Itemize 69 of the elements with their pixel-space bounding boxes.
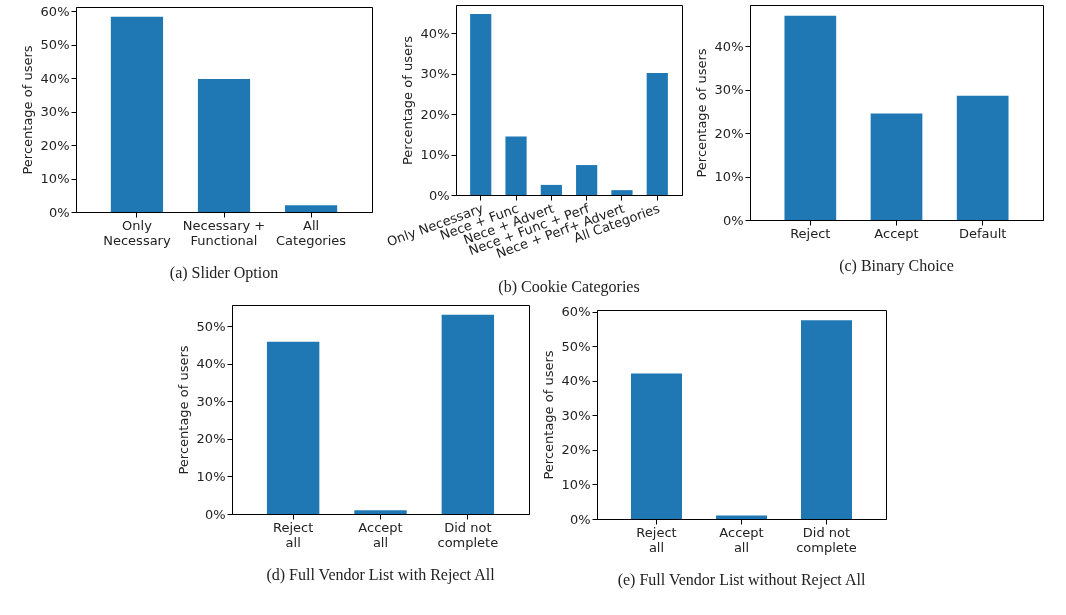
y-axis-title: Percentage of users [693, 48, 709, 178]
y-tick-label: 30% [196, 393, 226, 409]
y-tick-label: 40% [420, 25, 449, 41]
text: (c) Binary Choice [838, 257, 954, 275]
bar [354, 510, 407, 514]
y-tick-label: 0% [428, 187, 449, 203]
y-axis-title: Percentage of users [175, 345, 191, 475]
y-tick-label: 10% [420, 147, 449, 163]
bar [441, 314, 495, 514]
y-tick-label: 20% [420, 106, 449, 122]
bar [266, 341, 320, 514]
y-tick-label: 10% [714, 169, 743, 185]
x-tick-label: Accept [873, 225, 919, 241]
text: (b) Cookie Categories [497, 277, 640, 296]
bar [631, 373, 682, 519]
y-axis-title: Percentage of users [540, 350, 556, 480]
y-tick-label: 30% [420, 66, 449, 82]
y-tick-label: 20% [196, 431, 226, 447]
y-tick-label: 10% [561, 476, 591, 492]
bar [783, 15, 836, 220]
x-tick-label: Accept all [719, 524, 764, 555]
y-tick-label: 20% [561, 442, 591, 458]
bar [646, 72, 668, 195]
y-tick-label: 0% [204, 506, 226, 522]
y-tick-label: 0% [48, 204, 69, 220]
y-tick-label: 20% [40, 137, 69, 153]
bar [956, 95, 1009, 220]
y-tick-label: 40% [196, 356, 226, 372]
y-tick-label: 50% [40, 37, 69, 53]
y-tick-label: 60% [40, 3, 69, 19]
x-tick-label: All Categories [275, 217, 346, 248]
x-tick-label: Only Necessary [102, 217, 171, 248]
y-tick-label: 50% [196, 318, 226, 334]
bar [197, 78, 250, 212]
y-tick-label: 30% [561, 407, 591, 423]
x-tick-label: Necessary + Functional [182, 217, 265, 248]
text: (e) Full Vendor List without Reject All [617, 571, 866, 589]
y-tick-label: 40% [561, 373, 591, 389]
text: (a) Slider Option [169, 264, 278, 282]
y-tick-label: 0% [722, 212, 743, 228]
bar [540, 184, 562, 195]
y-axis-title: Percentage of users [19, 45, 35, 175]
y-tick-label: 40% [40, 70, 69, 86]
bar [469, 13, 491, 195]
x-tick-label: Did not complete [437, 519, 499, 550]
x-tick-label: Default [958, 225, 1006, 241]
y-tick-label: 40% [714, 38, 743, 54]
y-tick-label: 10% [40, 171, 69, 187]
bar [801, 320, 852, 519]
bar [284, 205, 337, 212]
y-axis-title: Percentage of users [399, 35, 415, 166]
y-tick-label: 50% [561, 338, 591, 354]
y-tick-label: 10% [196, 468, 226, 484]
x-tick-label: Reject all [636, 524, 677, 555]
x-tick-label: Accept all [358, 519, 403, 550]
x-tick-label: Reject [789, 225, 830, 241]
bar [610, 190, 633, 195]
y-tick-label: 30% [714, 82, 743, 98]
x-tick-label: Did not complete [796, 524, 857, 555]
y-tick-label: 20% [714, 125, 743, 141]
bar [870, 113, 922, 220]
y-tick-label: 0% [569, 511, 591, 527]
bar [575, 165, 597, 195]
x-tick-label: Reject all [272, 519, 314, 550]
text: (d) Full Vendor List with Reject All [266, 566, 496, 584]
bar [504, 136, 527, 195]
y-tick-label: 60% [561, 304, 591, 320]
bar [110, 16, 163, 212]
y-tick-label: 30% [40, 104, 69, 120]
